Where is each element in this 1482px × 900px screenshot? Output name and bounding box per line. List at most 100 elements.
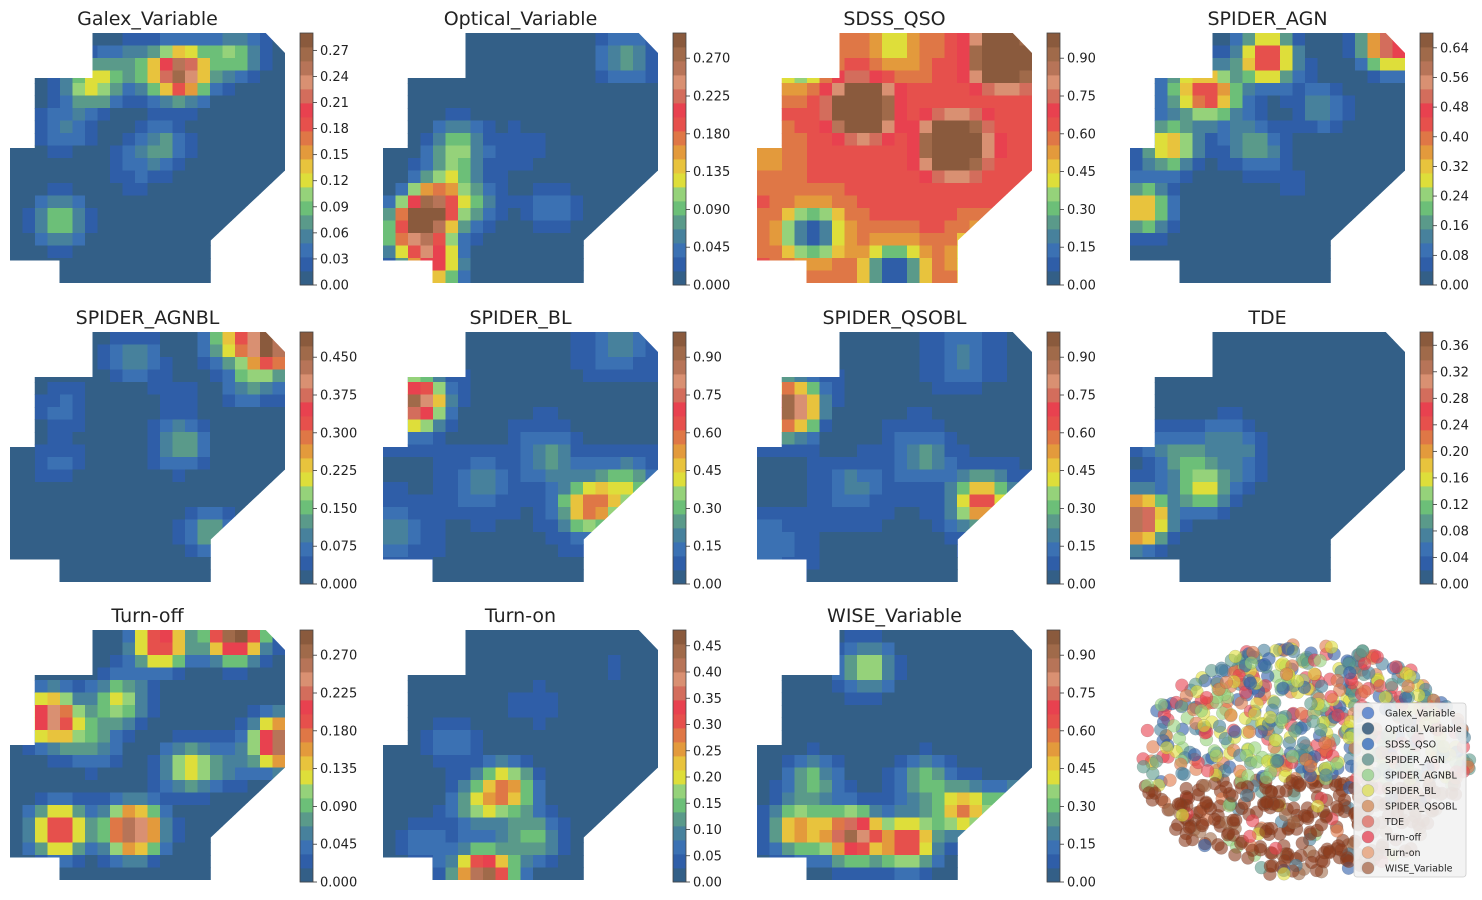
contour-cell xyxy=(1280,58,1294,72)
contour-cell xyxy=(260,208,274,222)
contour-cell xyxy=(1155,357,1169,371)
colorbar-segment xyxy=(1420,159,1433,174)
contour-cell xyxy=(520,419,534,433)
contour-cell xyxy=(433,767,447,781)
contour-cell xyxy=(595,482,609,496)
contour-cell xyxy=(757,183,771,197)
contour-cell xyxy=(160,742,174,756)
contour-cell xyxy=(1155,45,1169,59)
contour-cell xyxy=(1342,58,1356,72)
contour-cell xyxy=(135,245,149,259)
contour-cell xyxy=(520,680,534,694)
contour-cell xyxy=(197,867,211,880)
contour-cell xyxy=(1130,544,1144,558)
colorbar-tick-label: 0.30 xyxy=(693,718,722,733)
contour-cell xyxy=(1392,58,1405,72)
contour-cell xyxy=(172,158,186,172)
contour-cell xyxy=(533,519,547,533)
contour-cell xyxy=(633,195,647,209)
contour-cell xyxy=(35,332,49,346)
contour-cell xyxy=(994,432,1008,446)
contour-cell xyxy=(210,407,224,421)
contour-cell xyxy=(272,444,285,458)
contour-cell xyxy=(608,655,622,669)
contour-cell xyxy=(135,120,149,134)
colorbar-segment xyxy=(300,201,313,216)
contour-cell xyxy=(408,220,422,234)
contour-cell xyxy=(882,208,896,222)
contour-cell xyxy=(1142,532,1156,546)
contour-cell xyxy=(1342,45,1356,59)
contour-cell xyxy=(1342,70,1356,84)
contour-cell xyxy=(1267,45,1281,59)
contour-cell xyxy=(757,544,771,558)
contour-cell xyxy=(420,58,434,72)
contour-cell xyxy=(794,233,808,247)
contour-cell xyxy=(794,569,808,582)
contour-cell xyxy=(932,83,946,97)
contour-cell xyxy=(147,270,161,283)
contour-cell xyxy=(944,569,958,582)
contour-cell xyxy=(97,680,111,694)
contour-cell xyxy=(882,407,896,421)
contour-cell xyxy=(882,158,896,172)
contour-cell xyxy=(570,692,584,706)
contour-cell xyxy=(420,755,434,769)
contour-cell xyxy=(47,83,61,97)
contour-cell xyxy=(620,544,634,558)
contour-cell xyxy=(222,507,236,521)
contour-cell xyxy=(22,569,36,582)
colorbar-segment xyxy=(300,145,313,160)
contour-cell xyxy=(882,58,896,72)
contour-cell xyxy=(1380,482,1394,496)
contour-cell xyxy=(110,519,124,533)
contour-cell xyxy=(558,717,572,731)
colorbar-segment xyxy=(300,826,313,841)
contour-cell xyxy=(994,83,1008,97)
contour-cell xyxy=(247,394,261,408)
contour-cell xyxy=(583,544,597,558)
contour-cell xyxy=(458,357,472,371)
contour-cell xyxy=(545,569,559,582)
contour-cell xyxy=(1130,457,1144,471)
contour-cell xyxy=(919,382,933,396)
contour-cell xyxy=(1292,183,1306,197)
contour-cell xyxy=(1392,507,1405,521)
contour-cell xyxy=(395,220,409,234)
colorbar-segment xyxy=(673,514,686,529)
contour-cell xyxy=(433,145,447,159)
contour-cell xyxy=(185,569,199,582)
contour-cell xyxy=(1342,133,1356,147)
contour-cell xyxy=(807,133,821,147)
contour-cell xyxy=(969,519,983,533)
contour-cell xyxy=(919,394,933,408)
contour-cell xyxy=(620,270,634,283)
contour-cell xyxy=(1130,569,1144,582)
contour-cell xyxy=(894,369,908,383)
panel-title: TDE xyxy=(1247,307,1286,329)
contour-cell xyxy=(608,394,622,408)
contour-cell xyxy=(1192,419,1206,433)
contour-cell xyxy=(10,457,24,471)
contour-cell xyxy=(22,532,36,546)
contour-cell xyxy=(1342,482,1356,496)
contour-cell xyxy=(260,842,274,856)
contour-cell xyxy=(520,630,534,644)
contour-cell xyxy=(508,569,522,582)
contour-cell xyxy=(645,270,658,283)
contour-cell xyxy=(570,717,584,731)
contour-cell xyxy=(982,419,996,433)
contour-cell xyxy=(645,805,658,819)
contour-cell xyxy=(869,569,883,582)
contour-cell xyxy=(47,792,61,806)
contour-cell xyxy=(533,258,547,272)
contour-cell xyxy=(160,817,174,831)
contour-cell xyxy=(508,369,522,383)
contour-cell xyxy=(1007,95,1021,109)
contour-cell xyxy=(160,519,174,533)
contour-cell xyxy=(60,419,74,433)
contour-cell xyxy=(185,369,199,383)
contour-cell xyxy=(919,642,933,656)
contour-cell xyxy=(210,33,224,47)
contour-cell xyxy=(1142,220,1156,234)
